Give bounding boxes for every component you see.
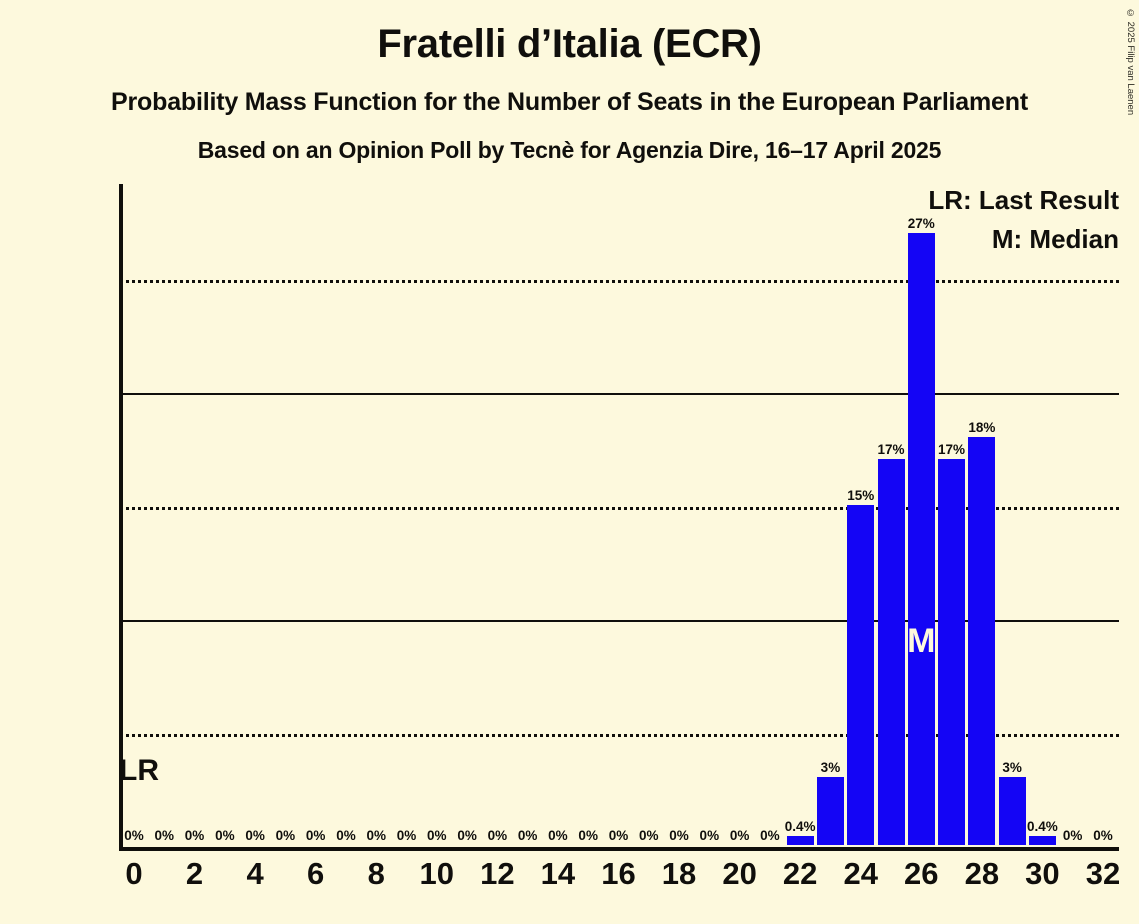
bar-value-label: 3% xyxy=(820,759,841,775)
x-tick-label: 22 xyxy=(782,856,818,891)
bar-value-label: 0% xyxy=(396,828,417,843)
bar-value-label: 0% xyxy=(578,828,598,843)
y-axis-line xyxy=(119,184,123,849)
x-axis-line xyxy=(119,847,1119,851)
median-marker: M xyxy=(907,622,936,661)
bar-value-label: 0% xyxy=(487,828,508,843)
bar-value-label: 0.4% xyxy=(784,818,816,834)
x-tick-label: 8 xyxy=(367,856,385,891)
x-tick-label: 20 xyxy=(722,856,757,891)
bar-value-label: 0% xyxy=(305,828,326,843)
bar-value-label: 0% xyxy=(427,828,447,843)
x-tick-label: 26 xyxy=(904,856,939,891)
bar-value-label: 0% xyxy=(245,828,265,843)
bar-slot[interactable]: 15% xyxy=(847,488,875,845)
x-tick-label: 4 xyxy=(246,856,264,891)
bar-value-label: 0% xyxy=(638,828,659,843)
legend-last-result: LR: Last Result xyxy=(928,185,1119,215)
bar[interactable] xyxy=(907,232,935,845)
x-tick-label: 24 xyxy=(843,856,878,891)
x-tick-label: 28 xyxy=(964,856,1000,891)
bar-value-label: 0% xyxy=(366,828,386,843)
bar-slot[interactable]: 0.4% xyxy=(1027,819,1058,845)
bar-value-label: 0% xyxy=(1093,828,1113,843)
bar-value-label: 17% xyxy=(938,442,966,458)
bar-value-label: 0% xyxy=(517,828,538,843)
bar-value-label: 0% xyxy=(729,828,750,843)
x-tick-label: 6 xyxy=(307,856,325,891)
bar-slot[interactable]: 27% M xyxy=(907,216,936,845)
bar-value-label: 0% xyxy=(184,828,205,843)
bar[interactable] xyxy=(968,436,996,845)
bar[interactable] xyxy=(786,835,814,845)
x-tick-label: 10 xyxy=(419,856,455,891)
gridline-solid xyxy=(119,620,1119,623)
bar-value-label: 0% xyxy=(154,828,175,843)
bar-slot[interactable]: 17% xyxy=(877,442,905,845)
bar-value-label: 0% xyxy=(457,828,477,843)
bar-value-label: 0% xyxy=(215,828,235,843)
bar[interactable] xyxy=(998,776,1026,845)
gridline-solid xyxy=(119,393,1119,396)
plot-area: 0% 0% 0% 0% 0% 0% 0% 0% 0% 0% 0% 0% 0% 0% 0% 0% 0% 0% 0% 0%… xyxy=(119,184,1120,891)
x-tick-label: 30 xyxy=(1025,856,1060,891)
last-result-marker: LR xyxy=(119,753,159,787)
x-tick-label: 16 xyxy=(601,856,636,891)
bar[interactable] xyxy=(847,504,875,845)
x-tick-label: 2 xyxy=(185,856,204,891)
bar-value-label: 17% xyxy=(877,442,905,458)
gridline-dotted xyxy=(119,280,1119,283)
bar-value-label: 18% xyxy=(968,419,996,435)
chart-subtitle: Probability Mass Function for the Number… xyxy=(111,88,1028,116)
bar-slot[interactable]: 17% xyxy=(938,442,966,845)
bar-slot[interactable]: 3% xyxy=(998,760,1026,845)
legend-median: M: Median xyxy=(991,224,1119,254)
bar-value-label: 3% xyxy=(1002,759,1022,775)
x-tick-label: 12 xyxy=(480,856,515,891)
bar-value-label: 0% xyxy=(608,828,629,843)
x-tick-label: 18 xyxy=(661,856,697,891)
bar-value-label: 0% xyxy=(275,828,296,843)
page-title: Fratelli d’Italia (ECR) xyxy=(377,22,762,66)
x-tick-label: 0 xyxy=(125,856,143,891)
bar[interactable] xyxy=(816,776,844,845)
bar-value-label: 0.4% xyxy=(1027,818,1058,834)
gridline-dotted xyxy=(119,733,1119,737)
bar-slot[interactable]: 18% xyxy=(968,420,996,845)
bar-value-label: 0% xyxy=(336,828,356,843)
bar[interactable] xyxy=(938,459,966,845)
bar-value-label: 27% xyxy=(907,215,935,231)
copyright-notice: © 2025 Filip van Laenen xyxy=(1125,8,1136,116)
bar-value-label: 0% xyxy=(548,828,568,843)
bar-value-label: 0% xyxy=(1062,828,1083,843)
bar-value-label: 0% xyxy=(699,828,720,843)
bar-slot[interactable]: 0.4% xyxy=(785,819,816,845)
x-tick-label: 14 xyxy=(540,856,576,891)
chart-source-line: Based on an Opinion Poll by Tecnè for Ag… xyxy=(197,137,942,163)
gridline-dotted xyxy=(119,506,1119,510)
bar-value-label: 0% xyxy=(669,828,689,843)
bar-value-label: 0% xyxy=(760,828,780,843)
bar-value-label: 0% xyxy=(124,828,144,843)
bar-value-label: 15% xyxy=(847,487,875,503)
bar-slot[interactable]: 3% xyxy=(816,760,844,845)
x-tick-label: 32 xyxy=(1085,856,1121,891)
bar[interactable] xyxy=(1028,835,1056,845)
bar[interactable] xyxy=(877,459,905,845)
